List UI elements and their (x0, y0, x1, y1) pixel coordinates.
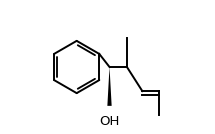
Polygon shape (107, 67, 112, 106)
Text: OH: OH (99, 115, 120, 128)
